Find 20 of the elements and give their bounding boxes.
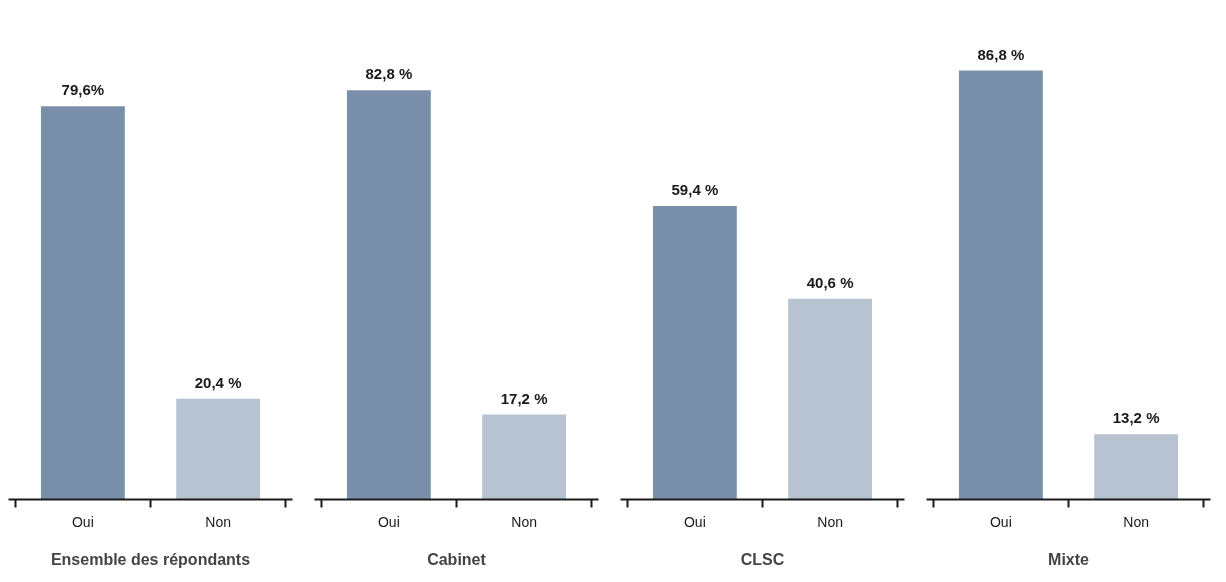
data-label: 86,8 %: [977, 45, 1025, 63]
x-tick-label: Oui: [71, 513, 94, 530]
data-label: 40,6 %: [806, 273, 854, 291]
data-label: 59,4 %: [671, 180, 719, 198]
x-tick-label: Non: [1123, 513, 1149, 530]
x-axis-title: Ensemble des répondants: [50, 550, 251, 568]
data-label: 13,2 %: [1112, 409, 1160, 427]
x-axis-title: Cabinet: [427, 550, 487, 568]
x-tick-label: Oui: [989, 513, 1012, 530]
x-tick-label: Oui: [377, 513, 400, 530]
x-tick-label: Non: [511, 513, 537, 530]
data-label: 82,8 %: [365, 65, 413, 83]
x-tick-label: Non: [205, 513, 231, 530]
data-label: 79,6%: [61, 81, 105, 99]
x-axis-title: CLSC: [740, 550, 785, 568]
x-tick-label: Non: [817, 513, 843, 530]
data-label: 20,4 %: [194, 373, 242, 391]
x-tick-label: Oui: [683, 513, 706, 530]
data-label: 17,2 %: [500, 389, 548, 407]
x-axis-title: Mixte: [1048, 550, 1090, 568]
